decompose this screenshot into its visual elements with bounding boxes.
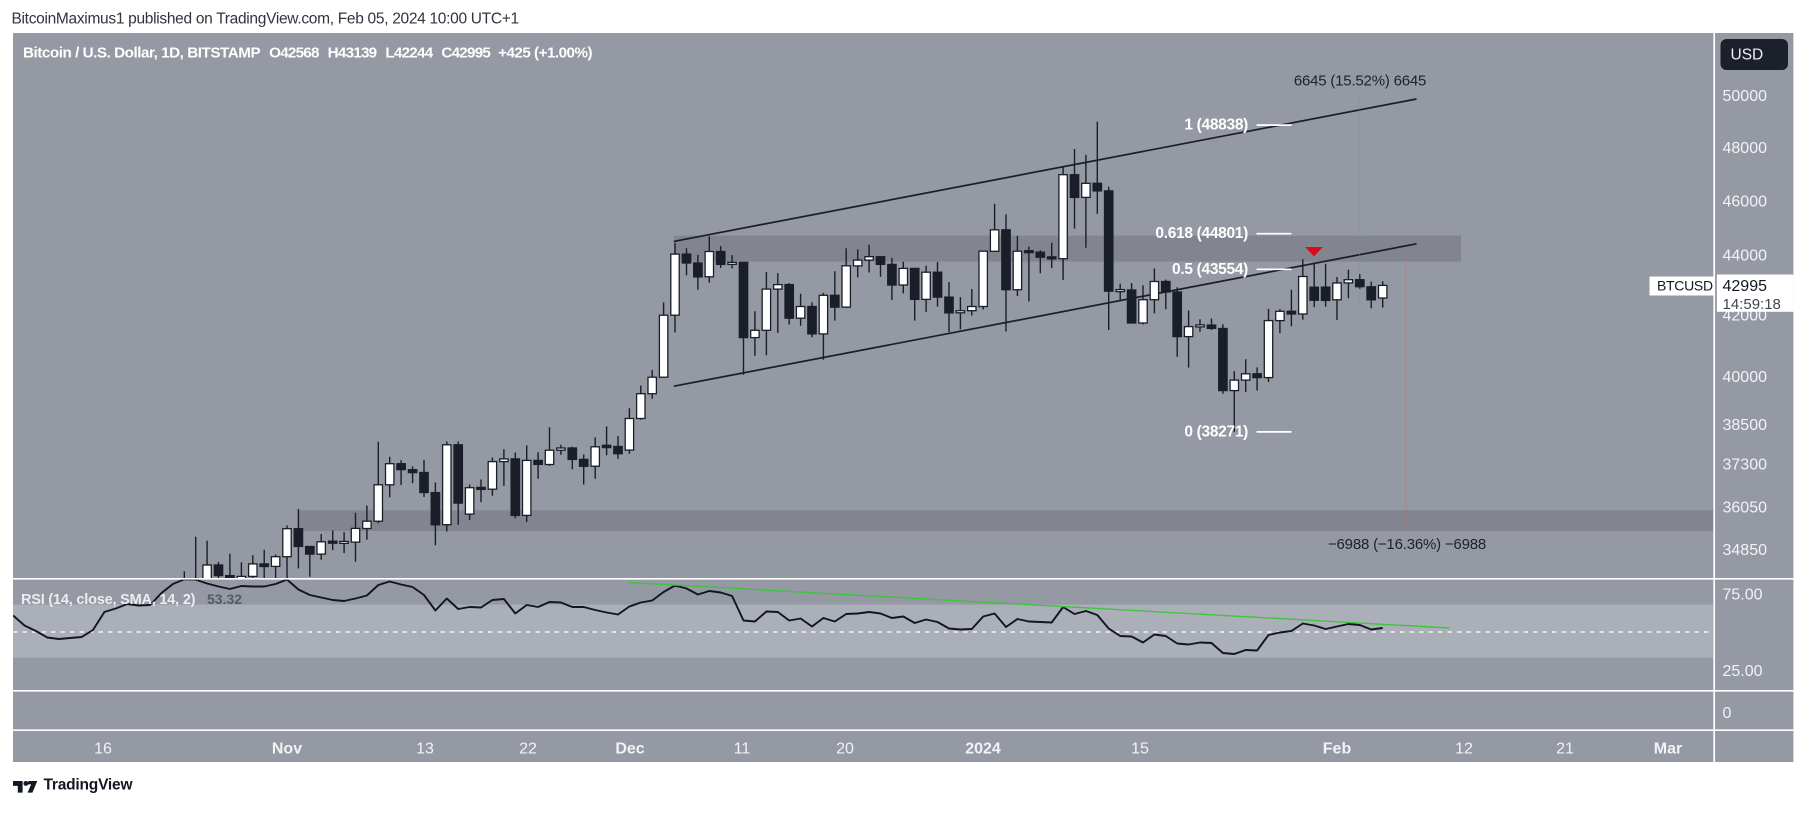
svg-text:2024: 2024 bbox=[965, 741, 1001, 758]
svg-text:Mar: Mar bbox=[1654, 741, 1682, 758]
svg-text:50000: 50000 bbox=[1723, 88, 1768, 105]
svg-text:48000: 48000 bbox=[1723, 140, 1768, 157]
svg-text:46000: 46000 bbox=[1723, 193, 1768, 210]
svg-text:14:59:18: 14:59:18 bbox=[1723, 296, 1781, 313]
svg-text:44000: 44000 bbox=[1723, 248, 1768, 265]
svg-text:6645 (15.52%) 6645: 6645 (15.52%) 6645 bbox=[1294, 73, 1426, 90]
svg-text:0.5 (43554): 0.5 (43554) bbox=[1172, 261, 1248, 278]
svg-text:37300: 37300 bbox=[1723, 457, 1768, 474]
svg-text:Bitcoin / U.S. Dollar, 1D, BIT: Bitcoin / U.S. Dollar, 1D, BITSTAMP O4256… bbox=[23, 45, 593, 62]
svg-text:53.32: 53.32 bbox=[207, 591, 242, 607]
svg-text:Dec: Dec bbox=[615, 741, 644, 758]
svg-text:Nov: Nov bbox=[272, 741, 302, 758]
svg-text:BitcoinMaximus1 published on T: BitcoinMaximus1 published on TradingView… bbox=[12, 11, 519, 28]
svg-text:38500: 38500 bbox=[1723, 417, 1768, 434]
svg-text:BTCUSD: BTCUSD bbox=[1657, 278, 1713, 294]
svg-text:TradingView: TradingView bbox=[44, 777, 134, 794]
svg-text:0: 0 bbox=[1723, 705, 1732, 722]
svg-text:75.00: 75.00 bbox=[1723, 587, 1763, 604]
svg-text:−6988 (−16.36%) −6988: −6988 (−16.36%) −6988 bbox=[1328, 536, 1486, 553]
svg-text:1 (48838): 1 (48838) bbox=[1184, 117, 1248, 134]
svg-text:22: 22 bbox=[519, 741, 537, 758]
svg-text:13: 13 bbox=[416, 741, 434, 758]
svg-text:20: 20 bbox=[836, 741, 854, 758]
svg-text:USD: USD bbox=[1731, 47, 1764, 64]
svg-text:42995: 42995 bbox=[1723, 278, 1768, 295]
svg-text:21: 21 bbox=[1556, 741, 1574, 758]
svg-text:11: 11 bbox=[734, 741, 751, 758]
svg-text:0 (38271): 0 (38271) bbox=[1184, 423, 1248, 440]
svg-text:25.00: 25.00 bbox=[1723, 663, 1763, 680]
svg-text:16: 16 bbox=[94, 741, 112, 758]
svg-text:15: 15 bbox=[1131, 741, 1149, 758]
svg-text:40000: 40000 bbox=[1723, 369, 1768, 386]
svg-text:12: 12 bbox=[1455, 741, 1473, 758]
svg-text:RSI (14, close, SMA, 14, 2): RSI (14, close, SMA, 14, 2) bbox=[21, 592, 196, 608]
svg-text:34850: 34850 bbox=[1723, 542, 1768, 559]
svg-text:0.618 (44801): 0.618 (44801) bbox=[1155, 225, 1248, 242]
svg-text:36050: 36050 bbox=[1723, 500, 1768, 517]
svg-text:Feb: Feb bbox=[1323, 741, 1352, 758]
